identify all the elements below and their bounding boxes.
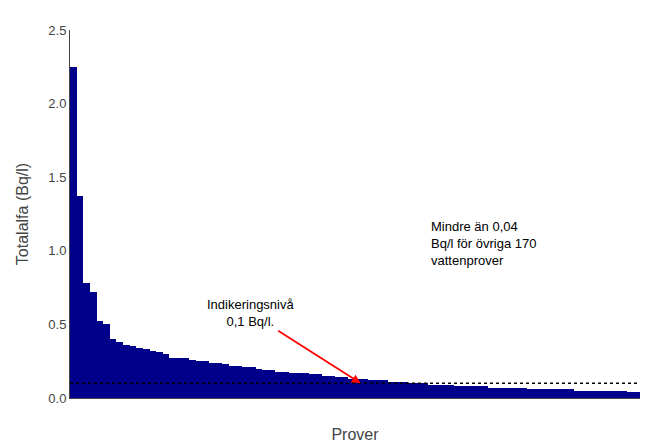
svg-text:Prover: Prover: [331, 426, 379, 443]
svg-text:2.5: 2.5: [48, 23, 66, 38]
svg-text:0.0: 0.0: [48, 391, 66, 406]
svg-text:0.5: 0.5: [48, 317, 66, 332]
svg-text:Mindre än 0,04Bq/l för övriga: Mindre än 0,04Bq/l för övriga 170vattenp…: [431, 219, 537, 268]
svg-text:Totalalfa (Bq/l): Totalalfa (Bq/l): [14, 163, 31, 265]
svg-text:1.5: 1.5: [48, 170, 66, 185]
svg-text:Indikeringsnivå0,1 Bq/l.: Indikeringsnivå0,1 Bq/l.: [207, 297, 294, 329]
svg-text:2.0: 2.0: [48, 96, 66, 111]
svg-text:1.0: 1.0: [48, 243, 66, 258]
